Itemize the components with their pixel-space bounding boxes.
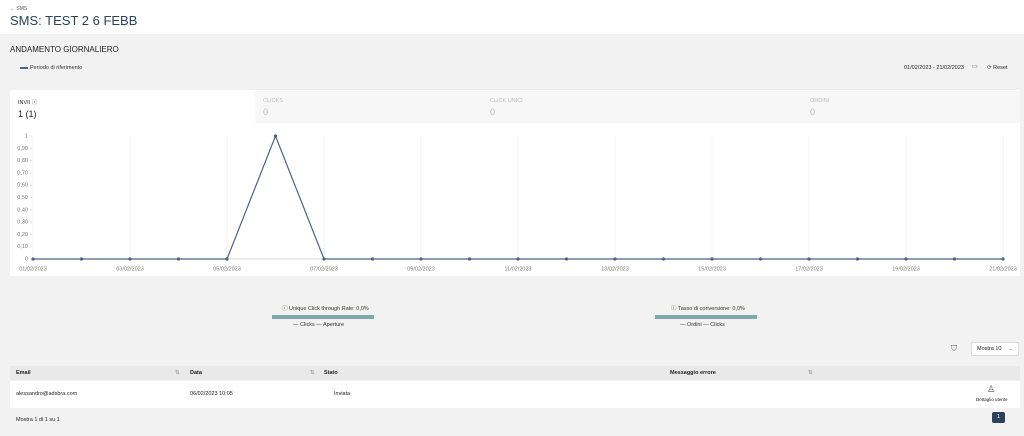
y-tick-label: 0,90 — [17, 146, 28, 152]
data-point — [419, 257, 423, 261]
tab-value: 0 — [263, 107, 269, 117]
y-tick-label: 0,20 — [17, 232, 28, 238]
tab[interactable]: CLICKS 0 — [255, 91, 482, 123]
data-point — [904, 257, 908, 261]
stat-bar — [272, 315, 374, 319]
data-point — [807, 257, 811, 261]
y-tick-label: 1 — [25, 133, 28, 139]
table-row: alessandro@adsbra.com 06/02/2023 10:05 I… — [10, 381, 1020, 408]
tab-value: 1 (1) — [18, 109, 37, 119]
data-point — [952, 257, 957, 261]
chart: 0 0,10 0,20 0,30 0,40 0,50 0,60 0,70 0,80 0,90 1 01… — [17, 133, 1017, 272]
data-point — [467, 257, 472, 261]
legend-label: Periodo di riferimento — [30, 65, 83, 71]
legend-label: Clicks — [300, 322, 315, 328]
data-point — [661, 257, 666, 261]
data-point — [516, 257, 520, 261]
stat-legend: — Ordini — Clicks — [680, 322, 725, 328]
x-tick-label: 19/02/2023 — [892, 266, 920, 272]
page-button[interactable]: 1 — [992, 412, 1005, 423]
calendar-icon[interactable]: ▭ — [972, 64, 978, 70]
page-size-select[interactable]: Mostra 10 ⌄ — [971, 342, 1019, 356]
legend-label: Clicks — [710, 322, 725, 328]
x-tick-label: 07/02/2023 — [310, 266, 338, 272]
tab-label: ORDINI — [810, 98, 830, 104]
table-header: Email ⇅ Data ⇅ Stato Messaggio errore ⇅ — [10, 366, 1020, 380]
cell: Inviata — [334, 391, 351, 397]
tab-label: CLICKS — [263, 98, 283, 104]
y-tick-label: 0,30 — [17, 220, 28, 226]
tab-label: INVII — [18, 100, 31, 106]
column-header[interactable]: Email — [16, 370, 31, 376]
data-point — [128, 257, 132, 261]
stat-bar — [655, 315, 757, 319]
page-title: SMS: TEST 2 6 FEBB — [10, 13, 138, 28]
data-point — [564, 257, 569, 261]
tab[interactable]: CLICK UNICI 0 — [482, 91, 802, 123]
section-title: ANDAMENTO GIORNALIERO — [10, 45, 119, 54]
cell: 06/02/2023 10:05 — [190, 391, 233, 397]
tab-value: 0 — [490, 107, 496, 117]
table-footer: Mostra 1 di 1 su 1 — [16, 417, 60, 423]
legend-label: Aperture — [322, 322, 345, 328]
y-tick-label: 0,50 — [17, 195, 28, 201]
tab[interactable]: ORDINI 0 — [802, 91, 1020, 123]
data-point — [370, 257, 375, 261]
y-tick-label: 0,40 — [17, 207, 28, 213]
detail-link[interactable]: Dettaglio utente — [976, 397, 1008, 402]
data-point — [322, 257, 326, 261]
data-point — [613, 257, 617, 261]
data-point — [79, 257, 84, 261]
breadcrumb[interactable]: ← SMS — [10, 6, 28, 12]
stat-text: Unique Click through Rate: 0,0% — [289, 306, 369, 312]
data-point — [31, 257, 35, 261]
x-tick-label: 11/02/2023 — [504, 266, 531, 272]
data-point — [273, 134, 278, 138]
tab-label: CLICK UNICI — [490, 98, 523, 104]
reset-label: Reset — [993, 65, 1008, 71]
y-tick-label: 0,80 — [17, 158, 28, 164]
column-header[interactable]: Stato — [324, 370, 338, 376]
x-tick-label: 15/02/2023 — [698, 266, 726, 272]
column-header[interactable]: Messaggio errore — [670, 370, 716, 376]
x-tick-label: 05/02/2023 — [213, 266, 241, 272]
filter-icon[interactable]: ⛉ — [951, 344, 957, 353]
x-tick-label: 13/02/2023 — [601, 266, 629, 272]
legend-label: Ordini — [687, 322, 702, 328]
data-point — [710, 257, 714, 261]
cell: alessandro@adsbra.com — [16, 391, 78, 397]
data-point — [1001, 257, 1005, 261]
stat-text: Tasso di conversione: 0,0% — [677, 306, 745, 312]
x-tick-label: 17/02/2023 — [795, 266, 823, 272]
tab-value: 0 — [810, 107, 816, 117]
user-icon[interactable]: ♙ — [987, 384, 996, 394]
header — [0, 0, 1024, 34]
y-tick-label: 0 — [25, 256, 28, 262]
stat-label: ⓘ Unique Click through Rate: 0,0% — [282, 306, 369, 312]
y-tick-label: 0,10 — [17, 244, 28, 250]
tab[interactable]: INVII ⓘ 1 (1) — [10, 91, 255, 123]
x-tick-label: 03/02/2023 — [116, 266, 144, 272]
data-point — [855, 257, 860, 261]
data-point — [758, 257, 763, 261]
column-header[interactable]: Data — [190, 370, 202, 376]
select-value: Mostra 10 — [977, 346, 1002, 352]
reset[interactable]: ⟳ Reset — [987, 65, 1008, 71]
x-tick-label: 21/02/2023 — [989, 266, 1017, 272]
data-point — [176, 257, 181, 261]
legend-swatch — [20, 67, 28, 69]
date-range[interactable]: 01/02/2023 - 21/02/2023 — [904, 65, 964, 71]
y-tick-label: 0,60 — [17, 183, 28, 189]
stat-label: ⓘ Tasso di conversione: 0,0% — [671, 306, 745, 312]
x-tick-label: 01/02/2023 — [19, 266, 47, 272]
data-point — [225, 257, 229, 261]
stat-legend: — Clicks — Aperture — [293, 322, 345, 328]
y-tick-label: 0,70 — [17, 170, 28, 176]
x-tick-label: 09/02/2023 — [407, 266, 435, 272]
